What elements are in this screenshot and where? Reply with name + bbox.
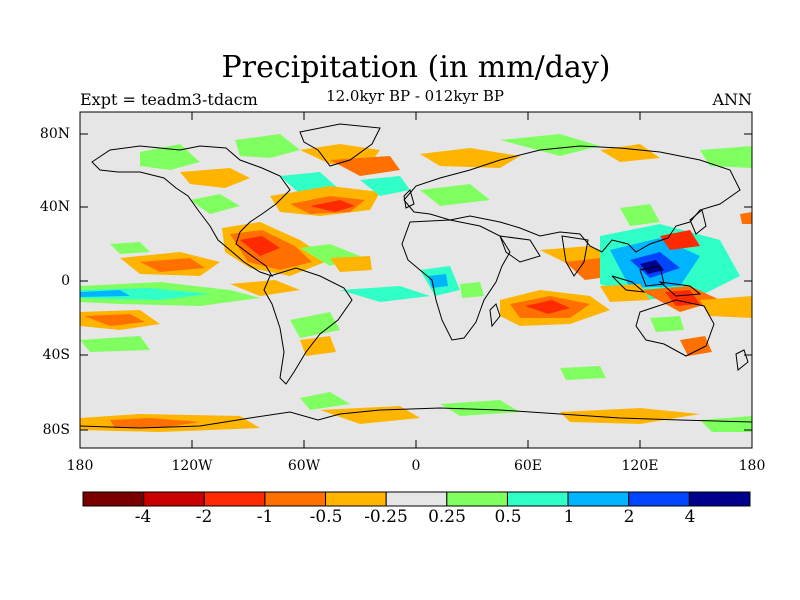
- colorbar-box: [567, 491, 630, 507]
- lon-label-120e: 120E: [621, 458, 659, 474]
- lat-label-80s: 80S: [42, 422, 70, 438]
- coastlines: [80, 123, 752, 429]
- lon-label-180w: 180: [66, 458, 94, 474]
- colorbar-label: 0.25: [428, 507, 466, 527]
- colorbar-box: [203, 491, 266, 507]
- colorbar-label: -1: [256, 507, 274, 527]
- colorbar-box: [325, 491, 387, 507]
- axis-ticks: [80, 112, 752, 448]
- colorbar-box: [264, 491, 327, 507]
- colorbar-label: -0.25: [364, 507, 408, 527]
- colorbar-label: 1: [563, 507, 575, 527]
- experiment-label: Expt = teadm3-tdacm: [80, 90, 258, 109]
- colorbar-label: -0.5: [309, 507, 343, 527]
- lat-label-40s: 40S: [42, 347, 70, 363]
- season-label: ANN: [712, 90, 752, 109]
- map-subtitle: 12.0kyr BP - 012kyr BP: [326, 87, 504, 105]
- colorbar-box: [82, 491, 145, 507]
- colorbar-box: [385, 491, 448, 507]
- lat-label-80n: 80N: [39, 126, 70, 142]
- lat-label-0: 0: [61, 273, 70, 289]
- colorbar-box: [506, 491, 569, 507]
- lon-label-60w: 60W: [287, 458, 321, 474]
- colorbar-label: 0.5: [494, 507, 522, 527]
- colorbar-box: [628, 491, 690, 507]
- map-title: Precipitation (in mm/day): [221, 50, 611, 85]
- colorbar-box: [688, 491, 751, 507]
- colorbar-label: 4: [684, 507, 696, 527]
- colorbar-label: -4: [134, 507, 152, 527]
- lon-label-120w: 120W: [171, 458, 213, 474]
- colorbar-box: [446, 491, 508, 507]
- colorbar-label: -2: [195, 507, 213, 527]
- colorbar: [82, 491, 751, 507]
- colorbar-label: 2: [623, 507, 635, 527]
- lon-label-0: 0: [411, 458, 421, 474]
- lon-label-180e: 180: [738, 458, 766, 474]
- colorbar-box: [143, 491, 205, 507]
- lat-label-40n: 40N: [39, 199, 70, 215]
- lon-label-60e: 60E: [513, 458, 543, 474]
